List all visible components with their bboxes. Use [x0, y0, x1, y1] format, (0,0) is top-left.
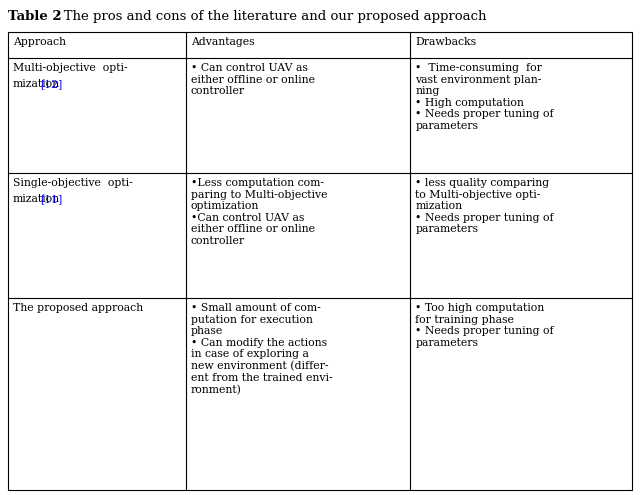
Text: Approach: Approach — [13, 37, 66, 47]
Text: [12]: [12] — [40, 79, 62, 89]
Text: Advantages: Advantages — [191, 37, 255, 47]
Text: mization: mization — [13, 194, 60, 204]
Text: Single-objective  opti-: Single-objective opti- — [13, 178, 132, 188]
Text: Table 2: Table 2 — [8, 10, 61, 23]
Text: • less quality comparing
to Multi-objective opti-
mization
• Needs proper tuning: • less quality comparing to Multi-object… — [415, 178, 554, 235]
Text: Multi-objective  opti-: Multi-objective opti- — [13, 63, 127, 73]
Text: The proposed approach: The proposed approach — [13, 303, 143, 313]
Text: • Small amount of com-
putation for execution
phase
• Can modify the actions
in : • Small amount of com- putation for exec… — [191, 303, 332, 395]
Text: • Can control UAV as
either offline or online
controller: • Can control UAV as either offline or o… — [191, 63, 315, 96]
Text: Drawbacks: Drawbacks — [415, 37, 477, 47]
Text: : The pros and cons of the literature and our proposed approach: : The pros and cons of the literature an… — [55, 10, 486, 23]
Text: mization: mization — [13, 79, 60, 89]
Text: [11]: [11] — [40, 194, 62, 204]
Text: •Less computation com-
paring to Multi-objective
optimization
•Can control UAV a: •Less computation com- paring to Multi-o… — [191, 178, 327, 246]
Text: • Too high computation
for training phase
• Needs proper tuning of
parameters: • Too high computation for training phas… — [415, 303, 554, 348]
Text: •  Time-consuming  for
vast environment plan-
ning
• High computation
• Needs pr: • Time-consuming for vast environment pl… — [415, 63, 554, 131]
